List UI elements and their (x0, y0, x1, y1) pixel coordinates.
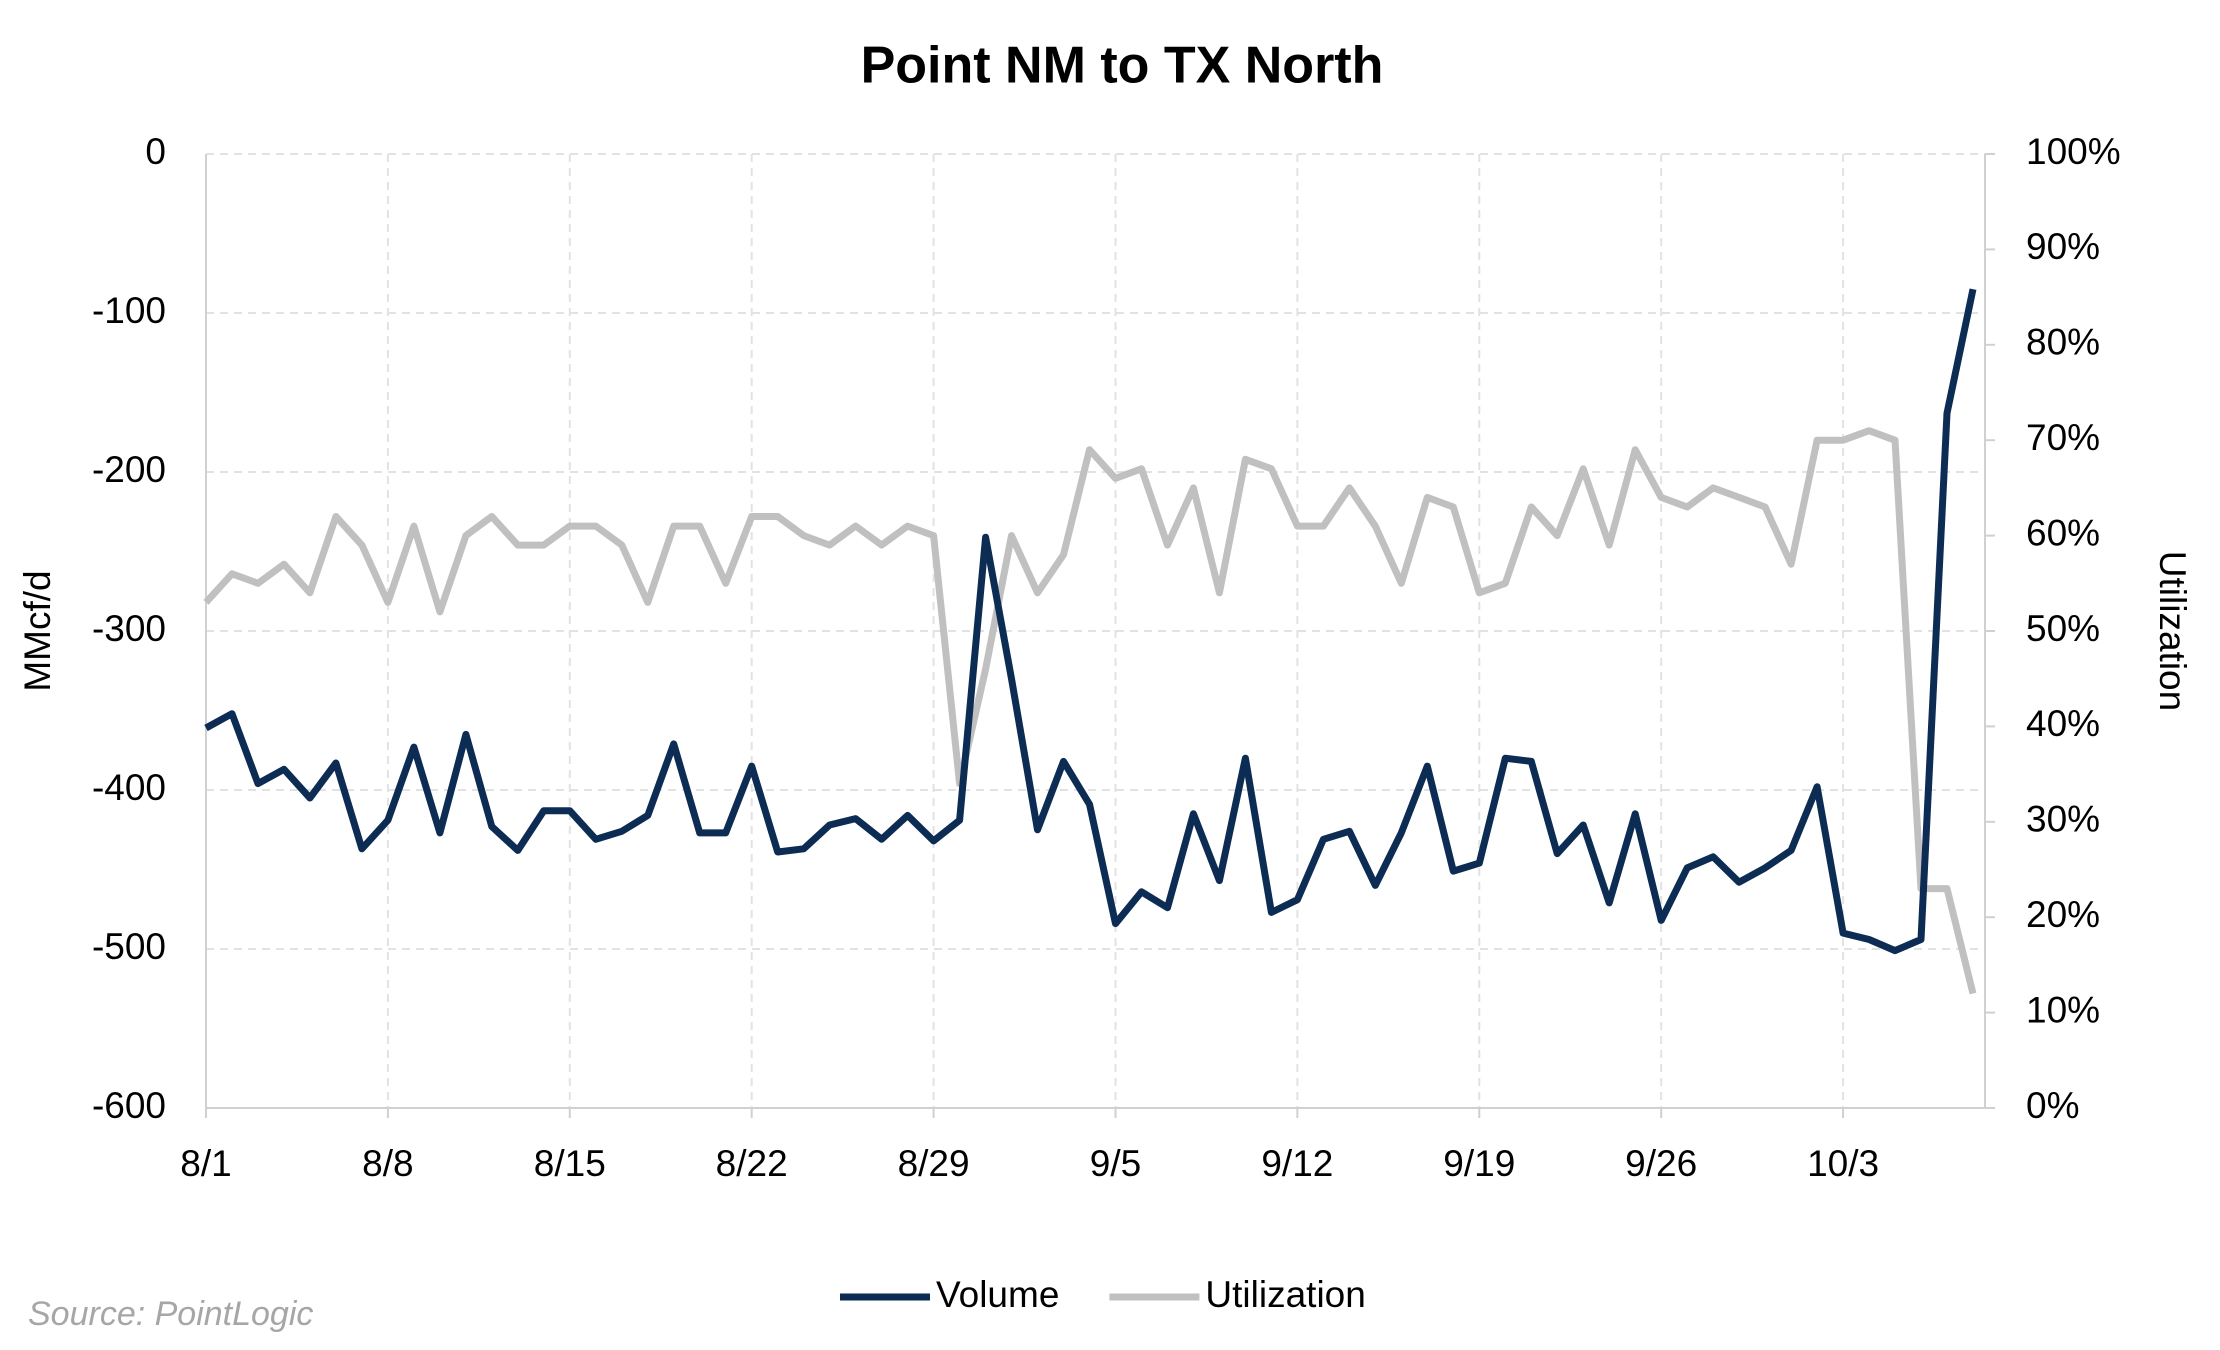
y2-tick-label: 70% (2026, 417, 2100, 458)
y-tick-label: -300 (92, 608, 166, 649)
x-tick-label: 9/19 (1443, 1143, 1515, 1184)
y2-tick-label: 90% (2026, 226, 2100, 267)
x-tick-label: 8/29 (898, 1143, 970, 1184)
y-tick-label: -400 (92, 767, 166, 808)
x-tick-label: 9/5 (1090, 1143, 1141, 1184)
x-tick-label: 8/22 (716, 1143, 788, 1184)
y-tick-label: -500 (92, 926, 166, 967)
source-note: Source: PointLogic (28, 1295, 313, 1333)
y2-tick-label: 100% (2026, 131, 2121, 172)
x-tick-label: 10/3 (1807, 1143, 1879, 1184)
y-tick-label: -600 (92, 1085, 166, 1126)
y-axis-title: MMcf/d (17, 570, 58, 691)
x-tick-label: 8/1 (180, 1143, 231, 1184)
y-tick-label: -100 (92, 290, 166, 331)
legend-label: Volume (936, 1274, 1059, 1315)
y2-tick-label: 20% (2026, 894, 2100, 935)
y-tick-label: -200 (92, 449, 166, 490)
x-tick-label: 8/8 (362, 1143, 413, 1184)
chart-title: Point NM to TX North (861, 37, 1384, 95)
series-line (203, 427, 1977, 995)
x-tick-label: 9/26 (1625, 1143, 1697, 1184)
y2-tick-label: 30% (2026, 799, 2100, 840)
x-tick-label: 8/15 (534, 1143, 606, 1184)
y2-tick-label: 40% (2026, 703, 2100, 744)
y2-tick-label: 60% (2026, 512, 2100, 553)
y2-axis-title: Utilization (2152, 551, 2193, 711)
y-tick-label: 0 (145, 131, 166, 172)
y2-tick-label: 0% (2026, 1085, 2079, 1126)
y2-tick-label: 10% (2026, 989, 2100, 1030)
y2-tick-label: 80% (2026, 322, 2100, 363)
x-tick-label: 9/12 (1261, 1143, 1333, 1184)
legend-label: Utilization (1205, 1274, 1365, 1315)
series-line (204, 288, 1977, 955)
y2-tick-label: 50% (2026, 608, 2100, 649)
